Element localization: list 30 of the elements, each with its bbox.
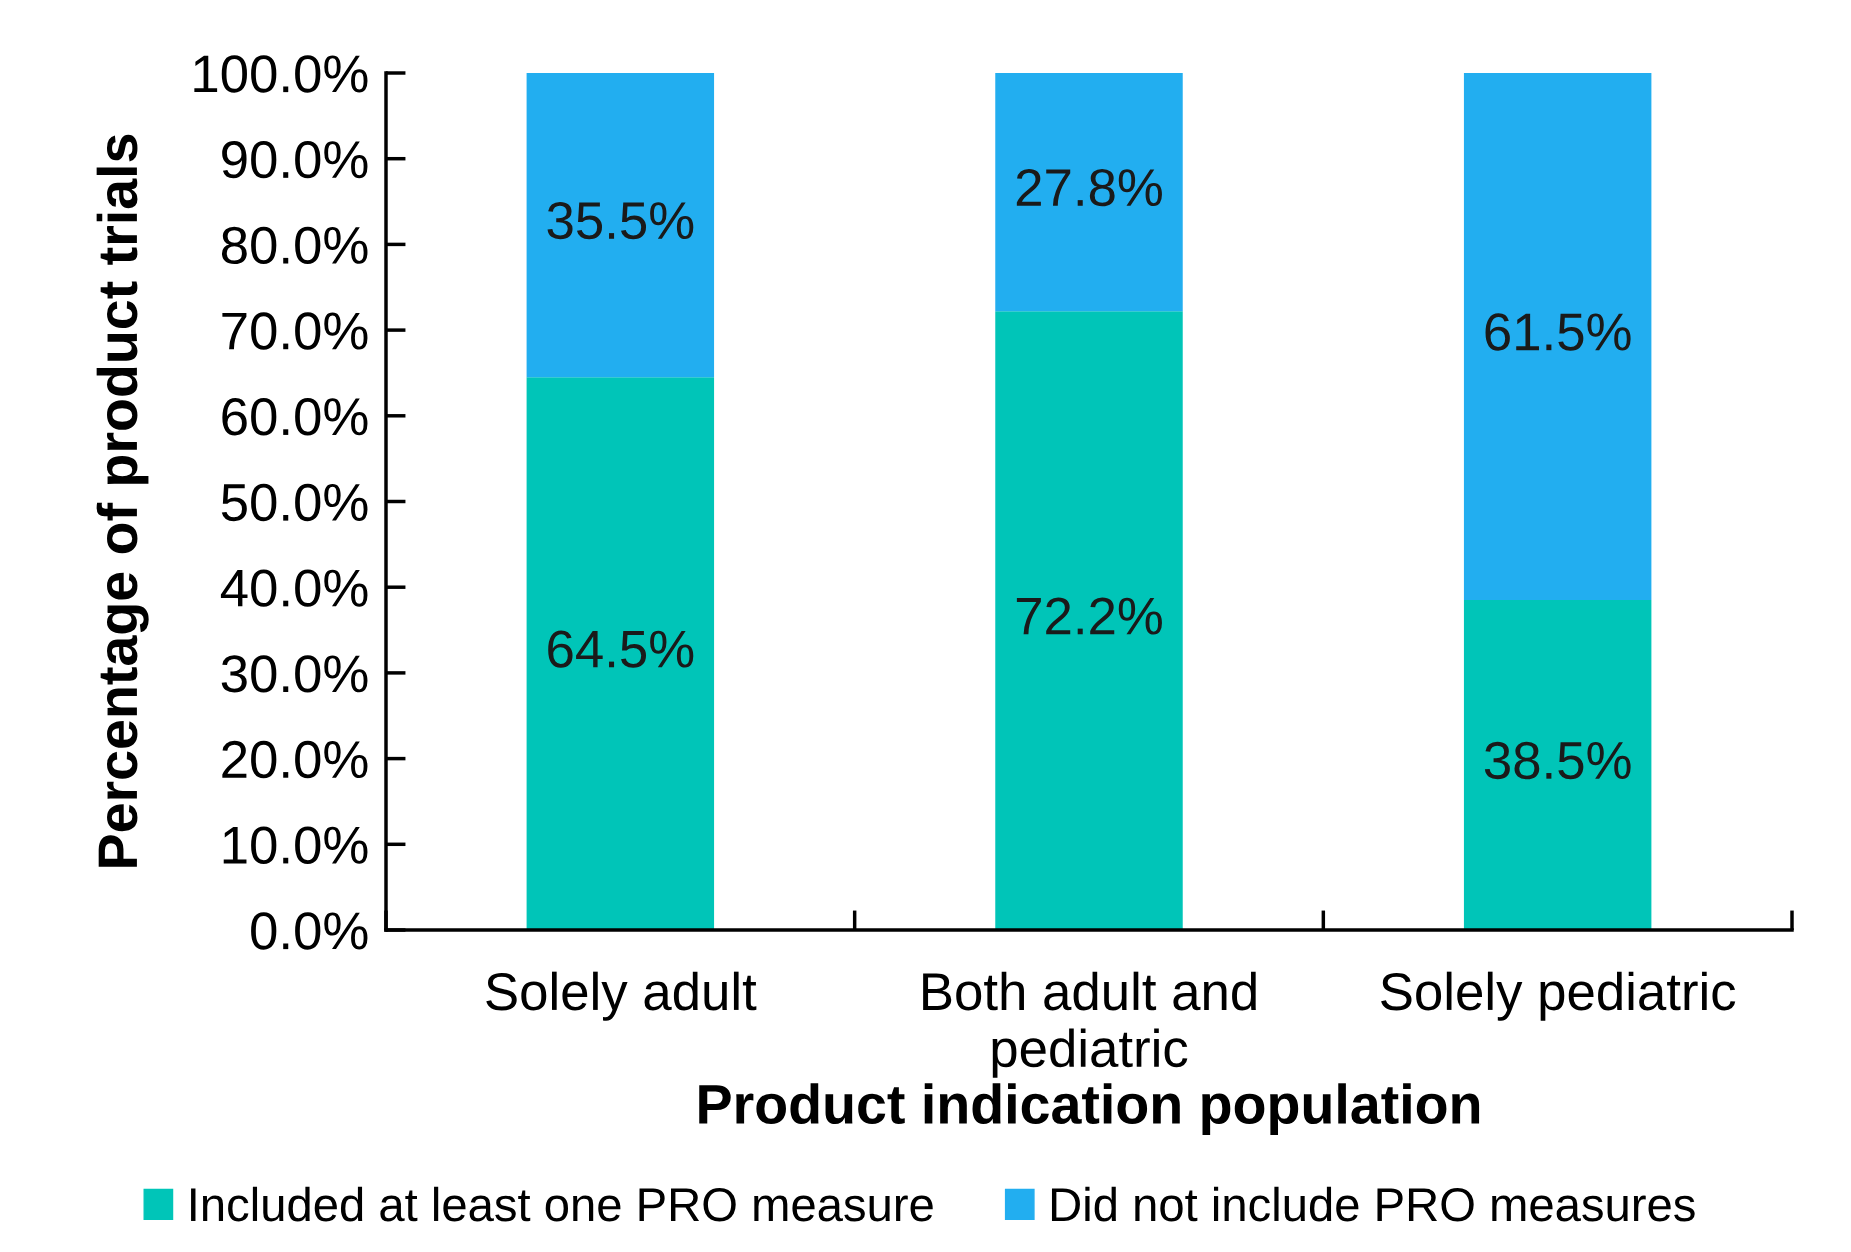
bar [526, 377, 715, 930]
x-tick-label: Solely pediatric [1381, 971, 1736, 1021]
data-label: 38.5% [1484, 741, 1631, 780]
y-tick-label: 100.0% [194, 55, 368, 93]
x-tick-label: Both adult and pediatric [923, 971, 1256, 1078]
y-tick-label: 60.0% [222, 398, 368, 436]
bar [995, 311, 1183, 930]
y-tick-label: 0.0% [251, 912, 368, 950]
y-tick-label: 90.0% [222, 140, 368, 179]
bar [995, 73, 1183, 312]
y-tick-label: 20.0% [222, 740, 368, 779]
data-label: 64.5% [548, 630, 694, 668]
legend-label: Included at least one PRO measure [191, 1186, 933, 1222]
data-label: 72.2% [1016, 597, 1162, 635]
y-tick-label: 40.0% [220, 569, 368, 607]
y-tick-label: 80.0% [221, 226, 368, 265]
x-axis-title: Product indication population [699, 1083, 1480, 1136]
data-label: 35.5% [547, 201, 694, 240]
data-label: 61.5% [1485, 313, 1631, 351]
bar [526, 73, 715, 378]
y-axis-title: Percentage of product trials [96, 134, 149, 867]
y-tick-label: 50.0% [221, 483, 368, 522]
legend-label: Did not include PRO measures [1051, 1186, 1695, 1222]
bar [1463, 73, 1652, 601]
data-label: 27.8% [1016, 168, 1162, 207]
bar [1463, 600, 1652, 930]
y-tick-label: 30.0% [221, 655, 368, 693]
x-tick-label: Solely adult [486, 971, 757, 1021]
y-tick-label: 70.0% [222, 312, 368, 350]
y-tick-label: 10.0% [223, 826, 368, 864]
